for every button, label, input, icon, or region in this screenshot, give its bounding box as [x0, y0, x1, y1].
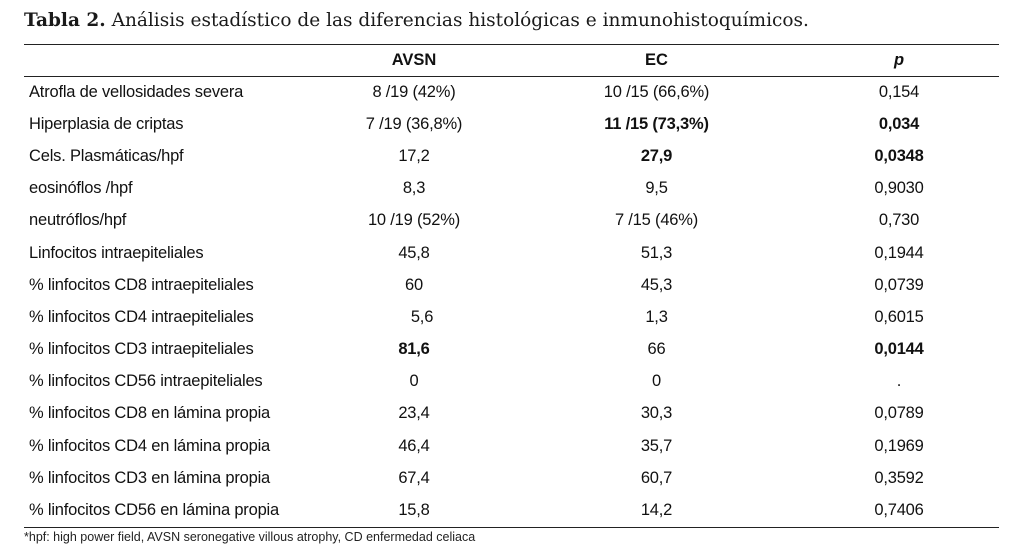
- table-row: % linfocitos CD3 intraepiteliales 81,6 66 0…: [24, 334, 999, 366]
- table-row: Hiperplasia de criptas 7 /19 (36,8%) 11 /1…: [24, 108, 999, 140]
- ec-value: 0: [652, 372, 661, 391]
- table-row: eosinóflos /hpf 8,3 9,5 0,9030: [24, 173, 999, 205]
- table-row: % linfocitos CD3 en lámina propia 67,4 60,…: [24, 462, 999, 494]
- header-variable: [24, 45, 314, 76]
- row-label: % linfocitos CD56 intraepiteliales: [29, 372, 263, 391]
- ec-value: 11 /15 (73,3%): [604, 114, 709, 133]
- caption-label: Tabla 2.: [24, 10, 106, 31]
- ec-value: 45,3: [640, 275, 673, 294]
- p-value: 0,9030: [874, 179, 924, 198]
- p-value: 0,0144: [874, 340, 924, 359]
- header-avsn: AVSN: [391, 51, 437, 69]
- avsn-value: 8,3: [402, 179, 426, 198]
- table-caption: Tabla 2. Análisis estadístico de las dif…: [24, 10, 1004, 31]
- avsn-value: 17,2: [398, 146, 430, 165]
- row-label: % linfocitos CD8 intraepiteliales: [29, 275, 254, 294]
- avsn-value: 5,6: [410, 307, 434, 326]
- row-label: eosinóflos /hpf: [29, 179, 133, 198]
- stats-table: AVSN EC p Atrofla de vellosidades severa…: [24, 45, 999, 527]
- avsn-value: 45,8: [398, 243, 430, 262]
- p-value: 0,7406: [874, 501, 924, 520]
- ec-value: 35,7: [640, 436, 673, 455]
- p-value: 0,1969: [874, 436, 924, 455]
- ec-value: 9,5: [645, 179, 668, 198]
- row-label: % linfocitos CD3 en lámina propia: [29, 468, 271, 487]
- avsn-value: 8 /19 (42%): [372, 82, 456, 101]
- header-ec: EC: [645, 51, 668, 69]
- avsn-value: 23,4: [398, 404, 430, 423]
- row-label: % linfocitos CD4 en lámina propia: [29, 436, 271, 455]
- table-row: Cels. Plasmáticas/hpf 17,2 27,9 0,0348: [24, 140, 999, 172]
- row-label: neutróflos/hpf: [29, 211, 127, 230]
- p-value: 0,1944: [874, 243, 924, 262]
- avsn-value: 7 /19 (36,8%): [365, 114, 463, 133]
- row-label: % linfocitos CD56 en lámina propia: [29, 501, 279, 520]
- row-label: Hiperplasia de criptas: [29, 114, 184, 133]
- caption-text: Análisis estadístico de las diferencias …: [111, 10, 809, 31]
- table-row: Linfocitos intraepiteliales 45,8 51,3 0,194…: [24, 237, 999, 269]
- ec-value: 66: [647, 340, 666, 359]
- ec-value: 60,7: [640, 468, 673, 487]
- p-value: 0,0789: [874, 404, 924, 423]
- row-label: Linfocitos intraepiteliales: [29, 243, 204, 262]
- ec-value: 14,2: [640, 501, 673, 520]
- avsn-value: 10 /19 (52%): [367, 211, 461, 230]
- ec-value: 27,9: [640, 146, 673, 165]
- row-label: Cels. Plasmáticas/hpf: [29, 146, 184, 165]
- row-label: % linfocitos CD8 en lámina propia: [29, 404, 271, 423]
- p-value: 0,0348: [874, 146, 924, 165]
- table-row: % linfocitos CD56 intraepiteliales 0 0.: [24, 366, 999, 398]
- ec-value: 10 /15 (66,6%): [603, 82, 710, 101]
- p-value: 0,3592: [874, 468, 924, 487]
- table-row: % linfocitos CD8 intraepiteliales 60 45,3 0…: [24, 269, 999, 301]
- top-rule: [24, 44, 999, 45]
- avsn-value: 67,4: [398, 468, 430, 487]
- ec-value: 7 /15 (46%): [614, 211, 699, 230]
- row-label: Atrofla de vellosidades severa: [29, 82, 244, 101]
- ec-value: 30,3: [640, 404, 673, 423]
- p-value: 0,0739: [874, 275, 924, 294]
- table-row: neutróflos/hpf 10 /19 (52%) 7 /15 (46%) 0,7…: [24, 205, 999, 237]
- p-value: 0,6015: [874, 307, 924, 326]
- table-header-row: AVSN EC p: [24, 45, 999, 76]
- table-row: % linfocitos CD4 intraepiteliales 5,6 1,3 0…: [24, 301, 999, 333]
- p-value: 0,154: [878, 82, 920, 101]
- ec-value: 1,3: [645, 307, 668, 326]
- table-row: % linfocitos CD8 en lámina propia 23,4 30,…: [24, 398, 999, 430]
- avsn-value: 0: [409, 372, 419, 391]
- table-footnote: *hpf: high power field, AVSN seronegativ…: [24, 530, 476, 544]
- avsn-value: 15,8: [398, 501, 430, 520]
- p-value: 0,730: [878, 211, 920, 230]
- header-rule: [24, 76, 999, 77]
- table-row: Atrofla de vellosidades severa 8 /19 (42%…: [24, 76, 999, 108]
- ec-value: 51,3: [640, 243, 673, 262]
- p-value: 0,034: [878, 114, 920, 133]
- avsn-value: 46,4: [398, 436, 430, 455]
- avsn-value: 81,6: [398, 340, 430, 359]
- header-p: p: [893, 51, 905, 69]
- p-value: .: [896, 372, 902, 391]
- row-label: % linfocitos CD4 intraepiteliales: [29, 307, 254, 326]
- bottom-rule: [24, 527, 999, 528]
- table-row: % linfocitos CD56 en lámina propia 15,8 14…: [24, 494, 999, 526]
- avsn-value: 60: [405, 275, 423, 294]
- table-row: % linfocitos CD4 en lámina propia 46,4 35,…: [24, 430, 999, 462]
- row-label: % linfocitos CD3 intraepiteliales: [29, 340, 254, 359]
